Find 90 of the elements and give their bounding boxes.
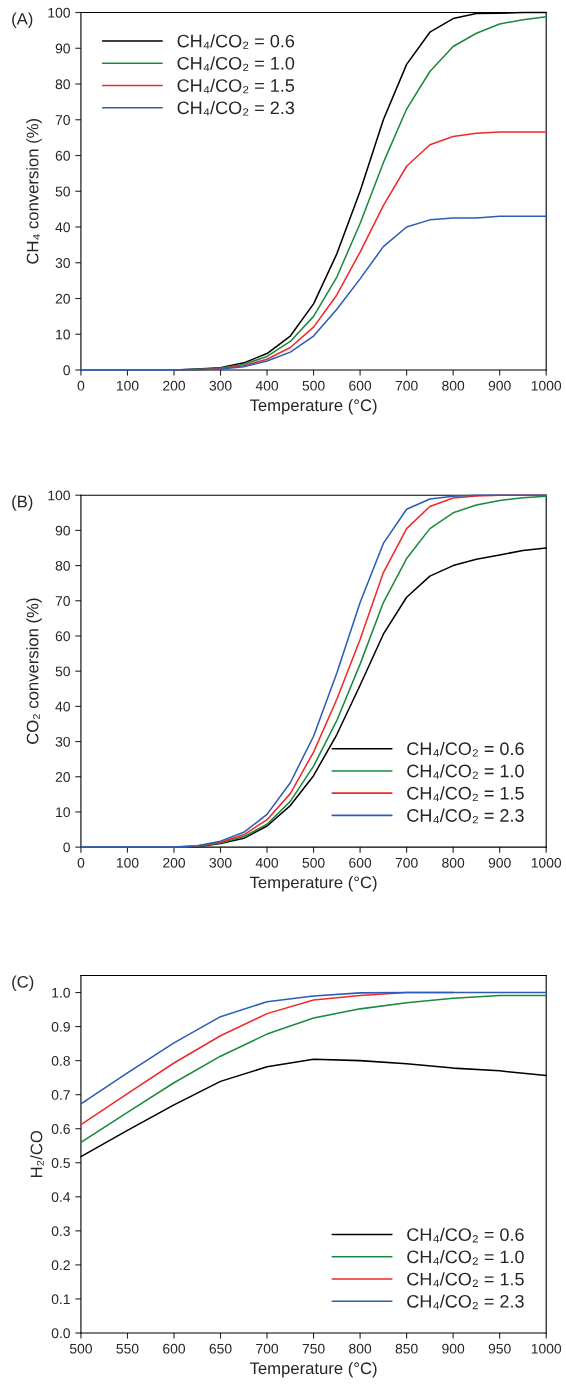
x-tick-label: 1000 xyxy=(531,1343,562,1354)
y-tick-label: 70 xyxy=(55,115,70,125)
x-tick-label: 1000 xyxy=(531,380,562,391)
y-tick-label: 40 xyxy=(55,222,70,233)
legend-label: CH₄/CO₂ = 0.6 xyxy=(407,1227,524,1243)
y-tick-label: 0 xyxy=(63,842,70,853)
legend-label: CH₄/CO₂ = 0.6 xyxy=(177,34,295,49)
x-tick-label: 900 xyxy=(488,857,511,868)
y-tick-label: 10 xyxy=(56,807,70,818)
y-tick-label: 30 xyxy=(55,736,70,747)
x-tick-label: 200 xyxy=(163,857,186,868)
chart-title: (C) xyxy=(12,975,34,992)
y-tick-label: 50 xyxy=(55,186,70,197)
legend-label: CH₄/CO₂ = 2.3 xyxy=(177,100,295,116)
x-tick-label: 900 xyxy=(488,380,511,391)
y-tick-label: 100 xyxy=(48,7,70,18)
x-tick-label: 400 xyxy=(255,857,279,868)
legend-label: CH₄/CO₂ = 1.5 xyxy=(407,786,524,801)
y-tick-label: 1.0 xyxy=(52,987,70,998)
y-tick-label: 30 xyxy=(55,258,70,268)
line-series xyxy=(80,994,547,1144)
y-tick-label: 0.7 xyxy=(51,1090,70,1100)
x-tick-label: 650 xyxy=(209,1343,232,1354)
x-tick-label: 100 xyxy=(116,857,139,868)
y-tick-label: 0.5 xyxy=(51,1158,70,1168)
y-tick-label: 0.1 xyxy=(51,1294,70,1305)
y-tick-label: 80 xyxy=(55,560,70,571)
y-tick-label: 80 xyxy=(55,79,70,90)
x-tick-label: 1000 xyxy=(531,857,562,868)
legend-label: CH₄/CO₂ = 2.3 xyxy=(407,1294,524,1310)
x-tick-label: 900 xyxy=(442,1343,465,1354)
chart-title: (B) xyxy=(12,495,33,511)
x-tick-label: 750 xyxy=(302,1343,325,1354)
y-axis-title: H₂/CO xyxy=(30,1130,44,1177)
legend-label: CH₄/CO₂ = 1.5 xyxy=(177,78,295,94)
y-tick-label: 0.8 xyxy=(51,1055,70,1066)
x-tick-label: 400 xyxy=(255,380,279,391)
x-tick-label: 600 xyxy=(349,857,372,868)
y-tick-label: 0.2 xyxy=(51,1260,70,1271)
y-axis-title: CO₂ conversion (%) xyxy=(26,598,42,744)
y-axis-title: CH₄ conversion (%) xyxy=(26,118,42,264)
x-axis-title: Temperature (°C) xyxy=(249,1361,377,1378)
x-tick-label: 800 xyxy=(442,857,465,868)
y-tick-label: 40 xyxy=(55,701,70,712)
y-tick-label: 70 xyxy=(55,596,70,606)
x-tick-label: 700 xyxy=(256,1343,279,1354)
y-tick-label: 10 xyxy=(56,329,70,340)
x-axis-title: Temperature (°C) xyxy=(249,876,377,892)
x-tick-label: 500 xyxy=(302,857,325,868)
y-tick-label: 60 xyxy=(55,150,70,161)
y-tick-label: 100 xyxy=(48,490,70,501)
x-tick-label: 700 xyxy=(395,857,418,868)
x-tick-label: 800 xyxy=(349,1343,372,1354)
legend-label: CH₄/CO₂ = 0.6 xyxy=(407,741,524,757)
x-tick-label: 700 xyxy=(395,380,418,391)
x-tick-label: 200 xyxy=(163,380,186,391)
x-tick-label: 550 xyxy=(116,1343,139,1354)
y-tick-label: 60 xyxy=(55,631,70,642)
x-tick-label: 950 xyxy=(488,1343,511,1354)
x-tick-label: 300 xyxy=(209,380,232,391)
y-tick-label: 20 xyxy=(55,293,70,304)
x-tick-label: 800 xyxy=(442,380,465,391)
y-tick-label: 90 xyxy=(55,525,70,536)
y-tick-label: 0.0 xyxy=(51,1328,70,1339)
y-tick-label: 50 xyxy=(55,666,70,677)
line-series xyxy=(80,991,547,1105)
x-tick-label: 600 xyxy=(349,380,372,391)
x-tick-label: 300 xyxy=(209,857,232,868)
y-tick-label: 0.6 xyxy=(51,1124,70,1134)
y-tick-label: 0.3 xyxy=(51,1226,70,1237)
y-tick-label: 0 xyxy=(63,365,70,376)
x-tick-label: 500 xyxy=(302,380,325,391)
y-tick-label: 20 xyxy=(55,772,70,782)
y-tick-label: 90 xyxy=(55,43,70,54)
x-tick-label: 850 xyxy=(395,1343,418,1354)
x-tick-label: 100 xyxy=(116,380,139,391)
x-tick-label: 0 xyxy=(77,857,85,868)
legend-label: CH₄/CO₂ = 1.5 xyxy=(407,1272,524,1287)
line-series xyxy=(80,494,547,848)
legend-label: CH₄/CO₂ = 1.0 xyxy=(407,764,524,779)
x-tick-label: 0 xyxy=(77,380,85,391)
legend-label: CH₄/CO₂ = 1.0 xyxy=(177,56,295,72)
x-axis-title: Temperature (°C) xyxy=(249,398,377,415)
legend-label: CH₄/CO₂ = 2.3 xyxy=(407,808,524,824)
y-tick-label: 0.9 xyxy=(51,1021,70,1032)
y-tick-label: 0.4 xyxy=(51,1192,71,1202)
legend-label: CH₄/CO₂ = 1.0 xyxy=(407,1250,524,1265)
x-tick-label: 500 xyxy=(69,1343,92,1354)
chart-title: (A) xyxy=(12,12,33,29)
x-tick-label: 600 xyxy=(163,1343,186,1354)
